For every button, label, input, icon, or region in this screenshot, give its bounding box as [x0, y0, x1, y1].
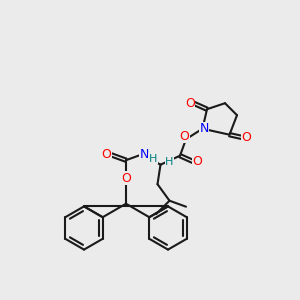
Text: O: O: [121, 172, 131, 185]
Text: H: H: [165, 157, 174, 167]
Text: O: O: [180, 130, 189, 143]
Text: N: N: [199, 122, 209, 135]
Text: O: O: [242, 131, 251, 144]
Text: O: O: [102, 148, 111, 161]
Text: N: N: [139, 148, 149, 161]
Text: O: O: [185, 97, 195, 110]
Text: O: O: [192, 155, 202, 168]
Text: H: H: [149, 154, 157, 164]
